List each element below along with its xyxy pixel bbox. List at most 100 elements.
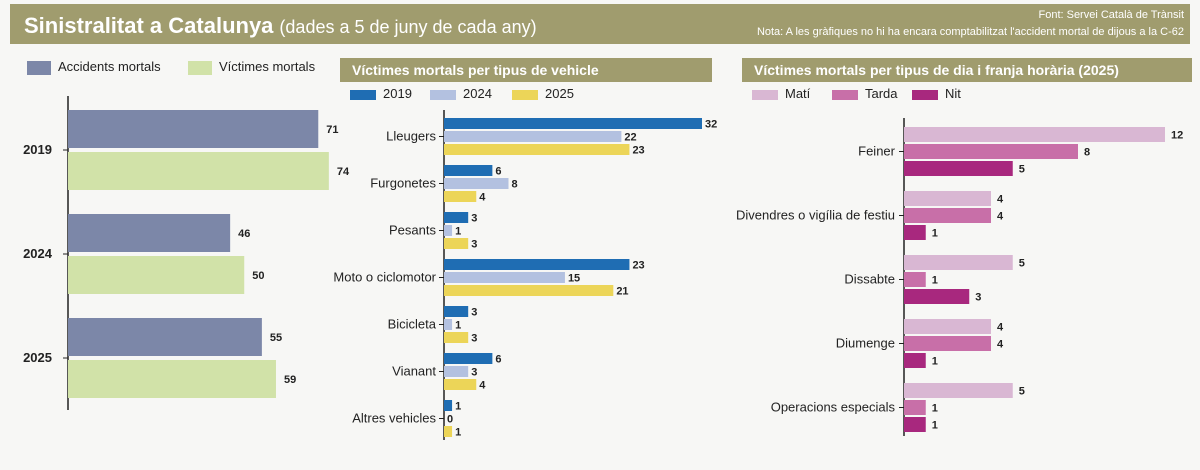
bar-nit-4	[904, 417, 926, 432]
legend-item-victims: Víctimes mortals	[188, 59, 315, 75]
data-label: 15	[568, 272, 580, 284]
data-label: 4	[479, 191, 486, 203]
data-label: 22	[624, 131, 636, 143]
legend-label: 2019	[383, 86, 412, 101]
data-label: 32	[705, 118, 717, 130]
data-label: 1	[455, 426, 461, 438]
legend-item-accidents: Accidents mortals	[27, 59, 161, 75]
bar-v-ctimes-mortals-1	[68, 256, 245, 294]
page-title: Sinistralitat a Catalunya (dades a 5 de j…	[24, 13, 537, 39]
bar-accidents-mortals-0	[68, 110, 319, 148]
bar-nit-0	[904, 161, 1013, 176]
bar-mat--1	[904, 191, 991, 206]
legend-item-2024: 2024	[430, 86, 492, 101]
category-label: Diumenge	[836, 336, 895, 351]
legend-label: 2025	[545, 86, 574, 101]
data-label: 4	[997, 321, 1004, 333]
bar-nit-1	[904, 225, 926, 240]
bar-accidents-mortals-2	[68, 318, 262, 356]
data-label: 1	[932, 227, 938, 239]
data-label: 3	[471, 212, 477, 224]
bar-2025-2	[444, 238, 469, 249]
legend-swatch	[752, 89, 778, 100]
bar-tarda-4	[904, 400, 926, 415]
bar-2019-5	[444, 353, 493, 364]
legend-label: Tarda	[865, 86, 898, 101]
data-label: 4	[479, 379, 486, 391]
data-label: 71	[326, 124, 338, 136]
data-label: 0	[447, 413, 453, 425]
bar-tarda-1	[904, 208, 991, 223]
category-label: 2024	[23, 246, 53, 261]
category-label: Moto o ciclomotor	[333, 270, 436, 285]
vehicle-type-chart: Lleugers322223Furgonetes684Pesants313Mot…	[333, 110, 717, 440]
legend-item-nit: Nit	[912, 86, 961, 101]
category-label: 2025	[23, 350, 52, 365]
daytype-panel-title: Víctimes mortals per tipus de dia i fran…	[742, 58, 1192, 82]
bar-tarda-2	[904, 272, 926, 287]
data-label: 6	[495, 165, 501, 177]
bar-2025-0	[444, 144, 630, 155]
bar-2024-5	[444, 366, 469, 377]
bar-mat--4	[904, 383, 1013, 398]
data-label: 23	[632, 144, 644, 156]
legend-label: Accidents mortals	[58, 59, 161, 74]
day-type-chart: Feiner 12 8 5 Divendres o vigília de festiu 4…	[736, 118, 1183, 436]
bar-2024-2	[444, 225, 453, 236]
bar-2019-2	[444, 212, 469, 223]
data-label: 1	[455, 225, 461, 237]
legend-label: Matí	[785, 86, 811, 101]
legend-swatch	[430, 89, 456, 100]
legend-item-2019: 2019	[350, 86, 412, 101]
bar-2024-0	[444, 131, 622, 142]
category-label: 2019	[23, 142, 52, 157]
legend-swatch	[350, 89, 376, 100]
category-label: Pesants	[389, 223, 436, 238]
data-label: 4	[997, 338, 1004, 350]
category-label: Bicicleta	[388, 317, 437, 332]
data-label: 3	[471, 332, 477, 344]
legend-label: 2024	[463, 86, 492, 101]
legend-item-2025: 2025	[512, 86, 574, 101]
bar-nit-3	[904, 353, 926, 368]
data-label: 55	[270, 332, 282, 344]
data-label: 5	[1019, 163, 1025, 175]
bar-2025-5	[444, 379, 477, 390]
data-label: 3	[471, 366, 477, 378]
data-label: 1	[455, 319, 461, 331]
bar-2019-3	[444, 259, 630, 270]
data-label: 1	[932, 355, 938, 367]
bar-nit-2	[904, 289, 970, 304]
category-label: Dissabte	[844, 272, 895, 287]
data-label: 50	[252, 270, 264, 282]
legend-item-tarda: Tarda	[832, 86, 898, 101]
footnote: Nota: A les gràfiques no hi ha encara co…	[756, 26, 1184, 38]
category-label: Vianant	[392, 364, 436, 379]
bar-mat--3	[904, 319, 991, 334]
data-label: 8	[512, 178, 518, 190]
legend-item-mati: Matí	[752, 86, 810, 101]
legend-label: Víctimes mortals	[219, 59, 316, 74]
data-label: 74	[337, 166, 350, 178]
data-label: 1	[932, 274, 938, 286]
data-label: 21	[616, 285, 628, 297]
category-label: Altres vehicles	[352, 411, 436, 426]
bar-2019-1	[444, 165, 493, 176]
data-label: 5	[1019, 385, 1025, 397]
data-label: 5	[1019, 257, 1025, 269]
yearly-totals-chart: 2019 71 74 2024 46 50 2025 55 59	[23, 96, 350, 410]
legend-label: Nit	[945, 86, 961, 101]
legend-swatch	[912, 89, 938, 100]
data-label: 3	[471, 238, 477, 250]
category-label: Lleugers	[386, 129, 436, 144]
bar-2024-4	[444, 319, 453, 330]
category-label: Furgonetes	[370, 176, 436, 191]
bar-2019-4	[444, 306, 469, 317]
bar-tarda-3	[904, 336, 991, 351]
data-label: 6	[495, 353, 501, 365]
bar-v-ctimes-mortals-0	[68, 152, 329, 190]
data-label: 1	[455, 400, 461, 412]
bar-accidents-mortals-1	[68, 214, 231, 252]
legend-swatch	[188, 60, 212, 75]
